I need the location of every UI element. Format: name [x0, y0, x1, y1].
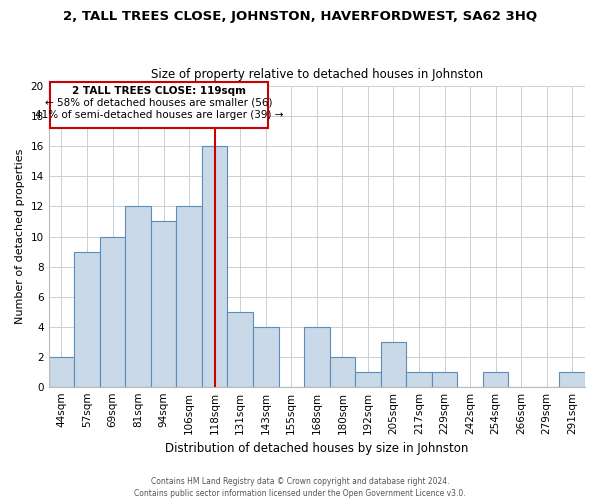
Bar	[432, 372, 457, 386]
Bar	[151, 222, 176, 386]
Bar	[227, 312, 253, 386]
Text: 41% of semi-detached houses are larger (39) →: 41% of semi-detached houses are larger (…	[35, 110, 283, 120]
Bar	[406, 372, 432, 386]
Bar	[559, 372, 585, 386]
Text: 2, TALL TREES CLOSE, JOHNSTON, HAVERFORDWEST, SA62 3HQ: 2, TALL TREES CLOSE, JOHNSTON, HAVERFORD…	[63, 10, 537, 23]
X-axis label: Distribution of detached houses by size in Johnston: Distribution of detached houses by size …	[165, 442, 469, 455]
Bar	[483, 372, 508, 386]
Bar	[176, 206, 202, 386]
Bar	[49, 356, 74, 386]
Bar	[380, 342, 406, 386]
Title: Size of property relative to detached houses in Johnston: Size of property relative to detached ho…	[151, 68, 483, 81]
Y-axis label: Number of detached properties: Number of detached properties	[15, 149, 25, 324]
Bar	[202, 146, 227, 386]
Text: Contains HM Land Registry data © Crown copyright and database right 2024.
Contai: Contains HM Land Registry data © Crown c…	[134, 476, 466, 498]
Bar	[304, 326, 329, 386]
Bar	[125, 206, 151, 386]
Bar	[329, 356, 355, 386]
Text: 2 TALL TREES CLOSE: 119sqm: 2 TALL TREES CLOSE: 119sqm	[72, 86, 246, 96]
FancyBboxPatch shape	[50, 82, 268, 128]
Text: ← 58% of detached houses are smaller (56): ← 58% of detached houses are smaller (56…	[46, 98, 273, 108]
Bar	[74, 252, 100, 386]
Bar	[253, 326, 278, 386]
Bar	[355, 372, 380, 386]
Bar	[100, 236, 125, 386]
